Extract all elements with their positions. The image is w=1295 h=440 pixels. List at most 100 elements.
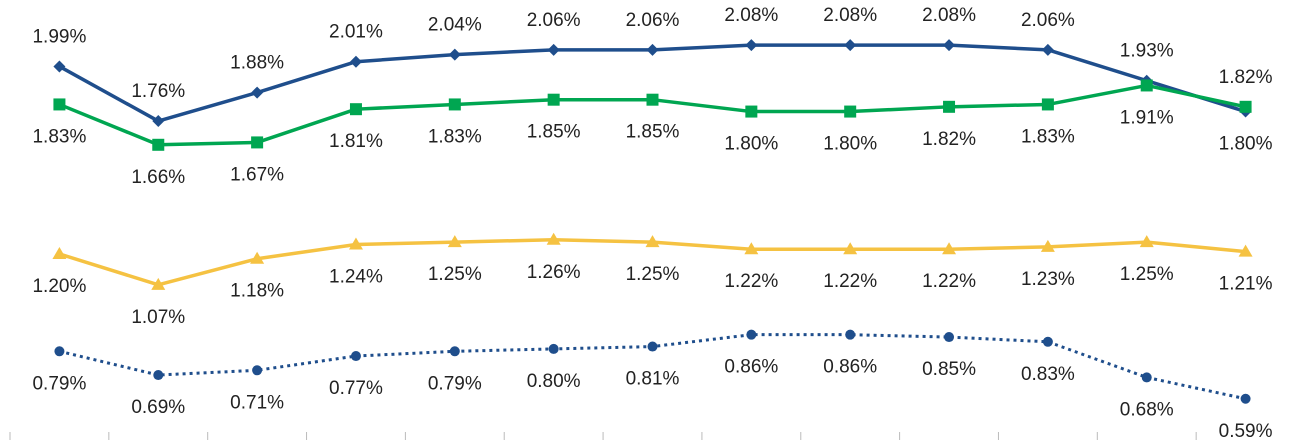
- marker: [53, 98, 66, 111]
- data-label: 1.81%: [329, 131, 383, 152]
- data-label: 0.81%: [626, 369, 680, 390]
- data-label: 1.83%: [428, 126, 482, 147]
- marker: [153, 370, 164, 381]
- marker: [944, 332, 955, 343]
- data-label: 1.22%: [823, 271, 877, 292]
- marker: [251, 86, 264, 99]
- marker: [349, 55, 362, 68]
- data-label: 1.85%: [527, 122, 581, 143]
- data-label: 1.25%: [1120, 264, 1174, 285]
- marker: [942, 242, 957, 255]
- data-label: 1.22%: [922, 271, 976, 292]
- marker: [547, 93, 560, 106]
- data-label: 1.80%: [1219, 134, 1273, 155]
- data-label: 0.85%: [922, 359, 976, 380]
- data-label: 1.85%: [626, 122, 680, 143]
- data-label: 2.06%: [626, 10, 680, 31]
- data-label: 1.80%: [823, 134, 877, 155]
- data-label: 1.22%: [724, 271, 778, 292]
- marker: [647, 341, 658, 352]
- marker: [152, 115, 165, 128]
- marker: [744, 242, 759, 255]
- data-label: 1.91%: [1120, 107, 1174, 128]
- marker: [845, 329, 856, 340]
- data-label: 1.80%: [724, 134, 778, 155]
- data-label: 1.25%: [626, 264, 680, 285]
- data-label: 1.18%: [230, 281, 284, 302]
- marker: [449, 346, 460, 357]
- data-label: 1.82%: [1219, 67, 1273, 88]
- marker: [844, 39, 857, 52]
- data-label: 1.67%: [230, 164, 284, 185]
- marker: [1239, 100, 1252, 113]
- data-label: 0.80%: [527, 371, 581, 392]
- data-label: 1.99%: [32, 26, 86, 47]
- data-label: 1.26%: [527, 262, 581, 283]
- marker: [645, 235, 660, 248]
- data-label: 0.77%: [329, 378, 383, 399]
- data-label: 1.07%: [131, 307, 185, 328]
- data-label: 2.08%: [922, 5, 976, 26]
- marker: [349, 103, 362, 116]
- marker: [943, 100, 956, 113]
- marker: [843, 242, 858, 255]
- marker: [350, 351, 361, 362]
- marker: [548, 343, 559, 354]
- marker: [646, 43, 659, 56]
- marker: [1141, 372, 1152, 383]
- marker: [250, 251, 265, 264]
- data-label: 2.08%: [823, 5, 877, 26]
- marker: [1139, 235, 1154, 248]
- data-label: 1.82%: [922, 129, 976, 150]
- data-label: 1.23%: [1021, 269, 1075, 290]
- data-label: 2.06%: [527, 10, 581, 31]
- marker: [152, 138, 165, 151]
- marker: [1240, 393, 1251, 404]
- marker: [1041, 43, 1054, 56]
- marker: [251, 136, 264, 149]
- data-label: 1.20%: [32, 276, 86, 297]
- marker: [448, 98, 461, 111]
- data-label: 0.86%: [724, 357, 778, 378]
- data-label: 0.79%: [428, 373, 482, 394]
- marker: [1041, 98, 1054, 111]
- marker: [746, 329, 757, 340]
- marker: [745, 39, 758, 52]
- marker: [348, 237, 363, 250]
- data-label: 2.04%: [428, 15, 482, 36]
- data-label: 0.69%: [131, 397, 185, 418]
- data-label: 2.01%: [329, 22, 383, 43]
- data-label: 1.21%: [1219, 274, 1273, 295]
- marker: [646, 93, 659, 106]
- data-label: 1.66%: [131, 167, 185, 188]
- data-label: 0.86%: [823, 357, 877, 378]
- data-label: 0.59%: [1219, 421, 1273, 440]
- marker: [1238, 244, 1253, 257]
- marker: [745, 105, 758, 118]
- data-label: 1.24%: [329, 266, 383, 287]
- data-label: 1.83%: [32, 126, 86, 147]
- data-label: 0.83%: [1021, 364, 1075, 385]
- marker: [1140, 79, 1153, 92]
- marker: [151, 277, 166, 290]
- marker: [1040, 239, 1055, 252]
- marker: [252, 365, 263, 376]
- marker: [53, 60, 66, 73]
- marker: [447, 235, 462, 248]
- marker: [844, 105, 857, 118]
- data-label: 2.08%: [724, 5, 778, 26]
- marker: [546, 232, 561, 245]
- data-label: 1.88%: [230, 53, 284, 74]
- data-label: 1.93%: [1120, 41, 1174, 62]
- data-label: 1.83%: [1021, 126, 1075, 147]
- marker: [448, 48, 461, 61]
- data-label: 1.25%: [428, 264, 482, 285]
- marker: [1042, 336, 1053, 347]
- data-label: 2.06%: [1021, 10, 1075, 31]
- data-label: 1.76%: [131, 81, 185, 102]
- data-label: 0.79%: [32, 373, 86, 394]
- data-label: 0.68%: [1120, 399, 1174, 420]
- marker: [52, 246, 67, 259]
